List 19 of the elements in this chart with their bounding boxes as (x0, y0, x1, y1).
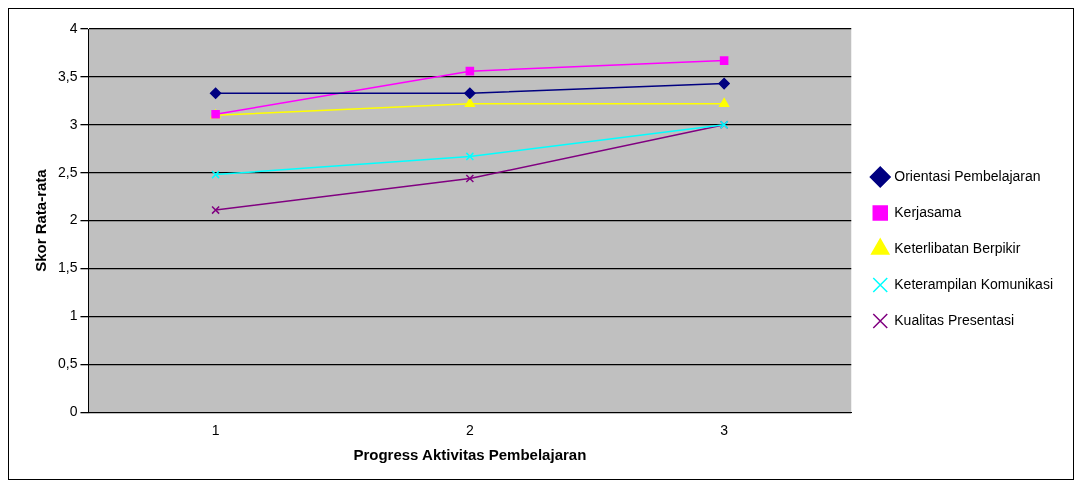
x-tick-label: 1 (211, 422, 220, 439)
y-tick-label: 4 (69, 19, 78, 36)
y-tick-label: 3 (69, 115, 78, 132)
y-tick-label: 2,5 (57, 163, 78, 180)
x-axis-title: Progress Aktivitas Pembelajaran (353, 446, 587, 464)
y-tick-label: 2 (69, 211, 78, 228)
x-tick-label: 3 (720, 422, 729, 439)
legend-label: Keterlibatan Berpikir (894, 239, 1021, 256)
x-tick-label: 2 (465, 422, 474, 439)
y-tick-label: 0,5 (57, 355, 78, 372)
y-tick-label: 3,5 (57, 67, 78, 84)
legend-label: Keterampilan Komunikasi (894, 275, 1054, 292)
y-tick-label: 1 (69, 307, 78, 324)
legend-label: Kualitas Presentasi (894, 311, 1015, 328)
y-tick-label: 0 (69, 403, 78, 420)
y-axis-title: Skor Rata-rata (32, 168, 50, 272)
y-tick-label: 1,5 (57, 259, 78, 276)
legend-label: Orientasi Pembelajaran (894, 167, 1041, 184)
legend-label: Kerjasama (894, 203, 962, 220)
